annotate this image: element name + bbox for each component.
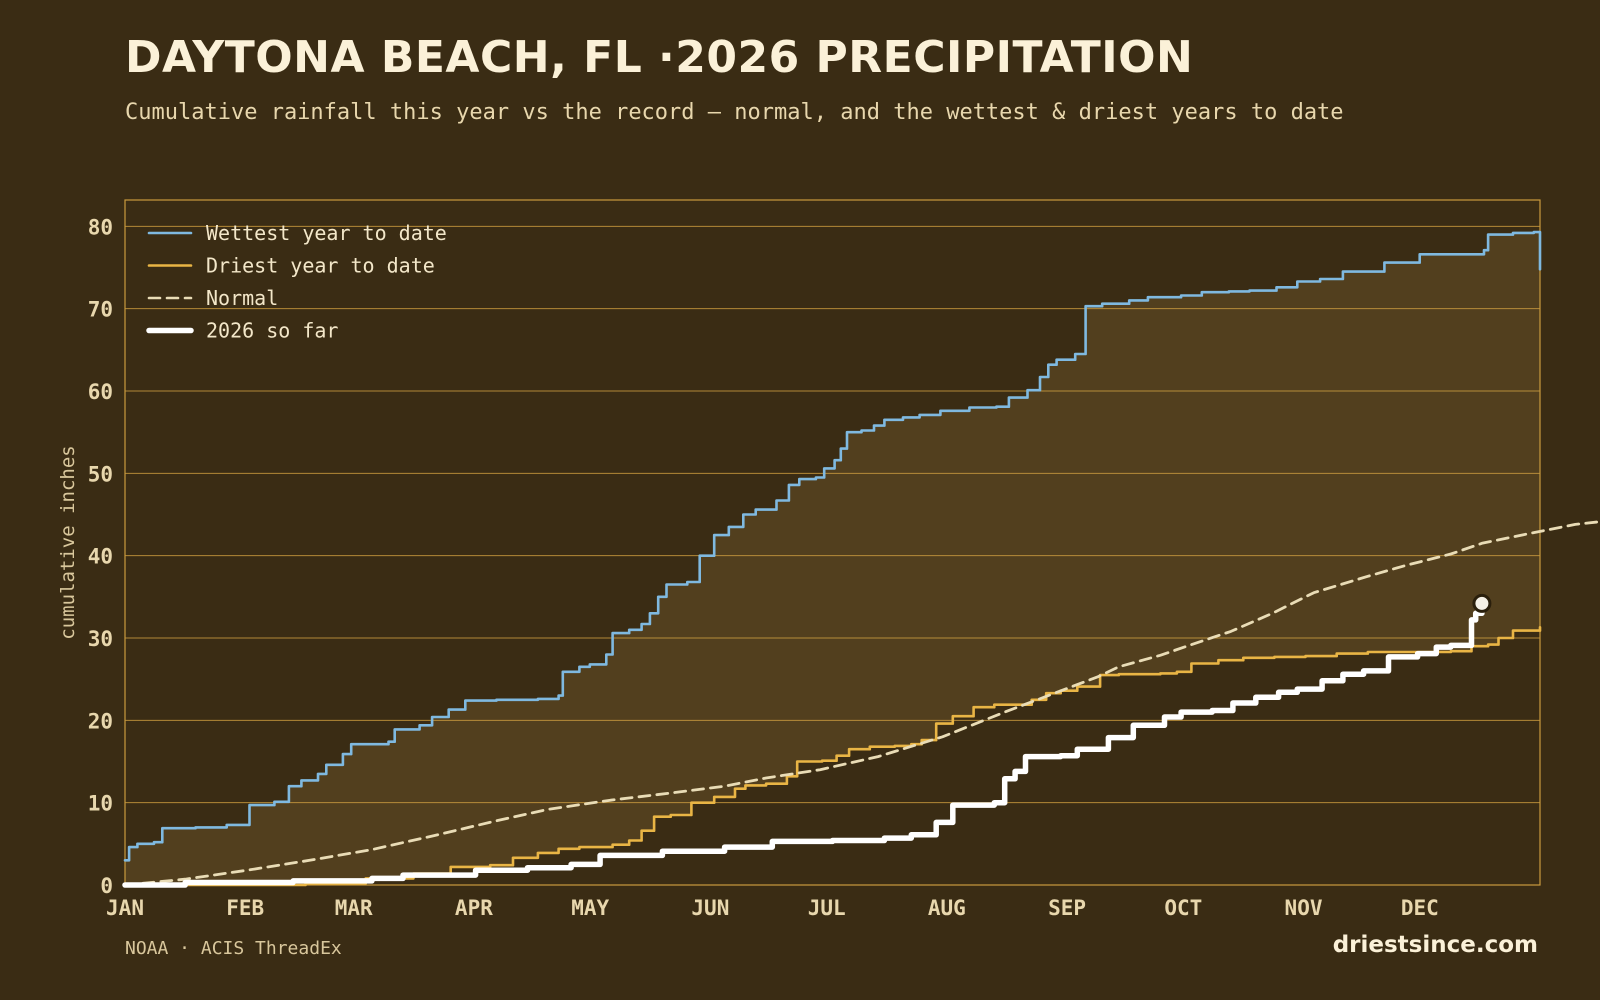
x-tick-label: MAR — [335, 896, 373, 920]
chart-title: DAYTONA BEACH, FL ·2026 PRECIPITATION — [125, 32, 1194, 83]
source-credit: NOAA · ACIS ThreadEx — [125, 938, 342, 959]
range-band-layer — [125, 232, 1540, 886]
legend-label-wettest: Wettest year to date — [206, 221, 447, 245]
gridlines — [124, 199, 1541, 886]
y-tick-label: 10 — [88, 792, 113, 816]
y-tick-label: 60 — [88, 380, 113, 404]
site-link[interactable]: driestsince.com — [1332, 932, 1538, 958]
y-tick-label: 50 — [88, 462, 113, 486]
legend: Wettest year to date Driest year to date N… — [146, 221, 447, 343]
range-band — [125, 232, 1540, 886]
x-tick-label: MAY — [571, 896, 609, 920]
y-axis-label: cumulative inches — [57, 445, 79, 639]
x-tick-label: APR — [455, 896, 493, 920]
x-tick-label: NOV — [1285, 896, 1323, 920]
series-line-normal — [123, 520, 1600, 887]
y-tick-label: 20 — [88, 709, 113, 733]
y-tick-label: 30 — [88, 627, 113, 651]
y-tick-label: 80 — [88, 215, 113, 239]
legend-label-current: 2026 so far — [206, 319, 338, 343]
legend-label-normal: Normal — [206, 286, 278, 310]
y-tick-label: 40 — [88, 545, 113, 569]
x-tick-label: JUL — [808, 896, 846, 920]
axis-layer: 0 10 20 30 40 50 60 70 80 JAN FEB MAR APR MAY JUN JUL AU… — [57, 215, 1439, 920]
current-endpoint-marker — [1472, 593, 1492, 613]
chart-subtitle: Cumulative rainfall this year vs the rec… — [125, 100, 1344, 125]
x-tick-label: AUG — [928, 896, 966, 920]
x-tick-label: JUN — [691, 896, 729, 920]
x-tick-label: FEB — [226, 896, 264, 920]
x-tick-label: DEC — [1401, 896, 1439, 920]
y-tick-label: 70 — [88, 298, 113, 322]
x-tick-label: JAN — [106, 896, 144, 920]
x-tick-label: SEP — [1048, 896, 1086, 920]
series-line-wettest — [123, 230, 1542, 862]
legend-label-driest: Driest year to date — [206, 254, 435, 278]
plot-frame — [124, 199, 1541, 886]
y-tick-label: 0 — [100, 874, 113, 898]
series-line-current — [122, 600, 1485, 888]
series-layer — [122, 230, 1600, 888]
x-tick-label: OCT — [1164, 896, 1202, 920]
